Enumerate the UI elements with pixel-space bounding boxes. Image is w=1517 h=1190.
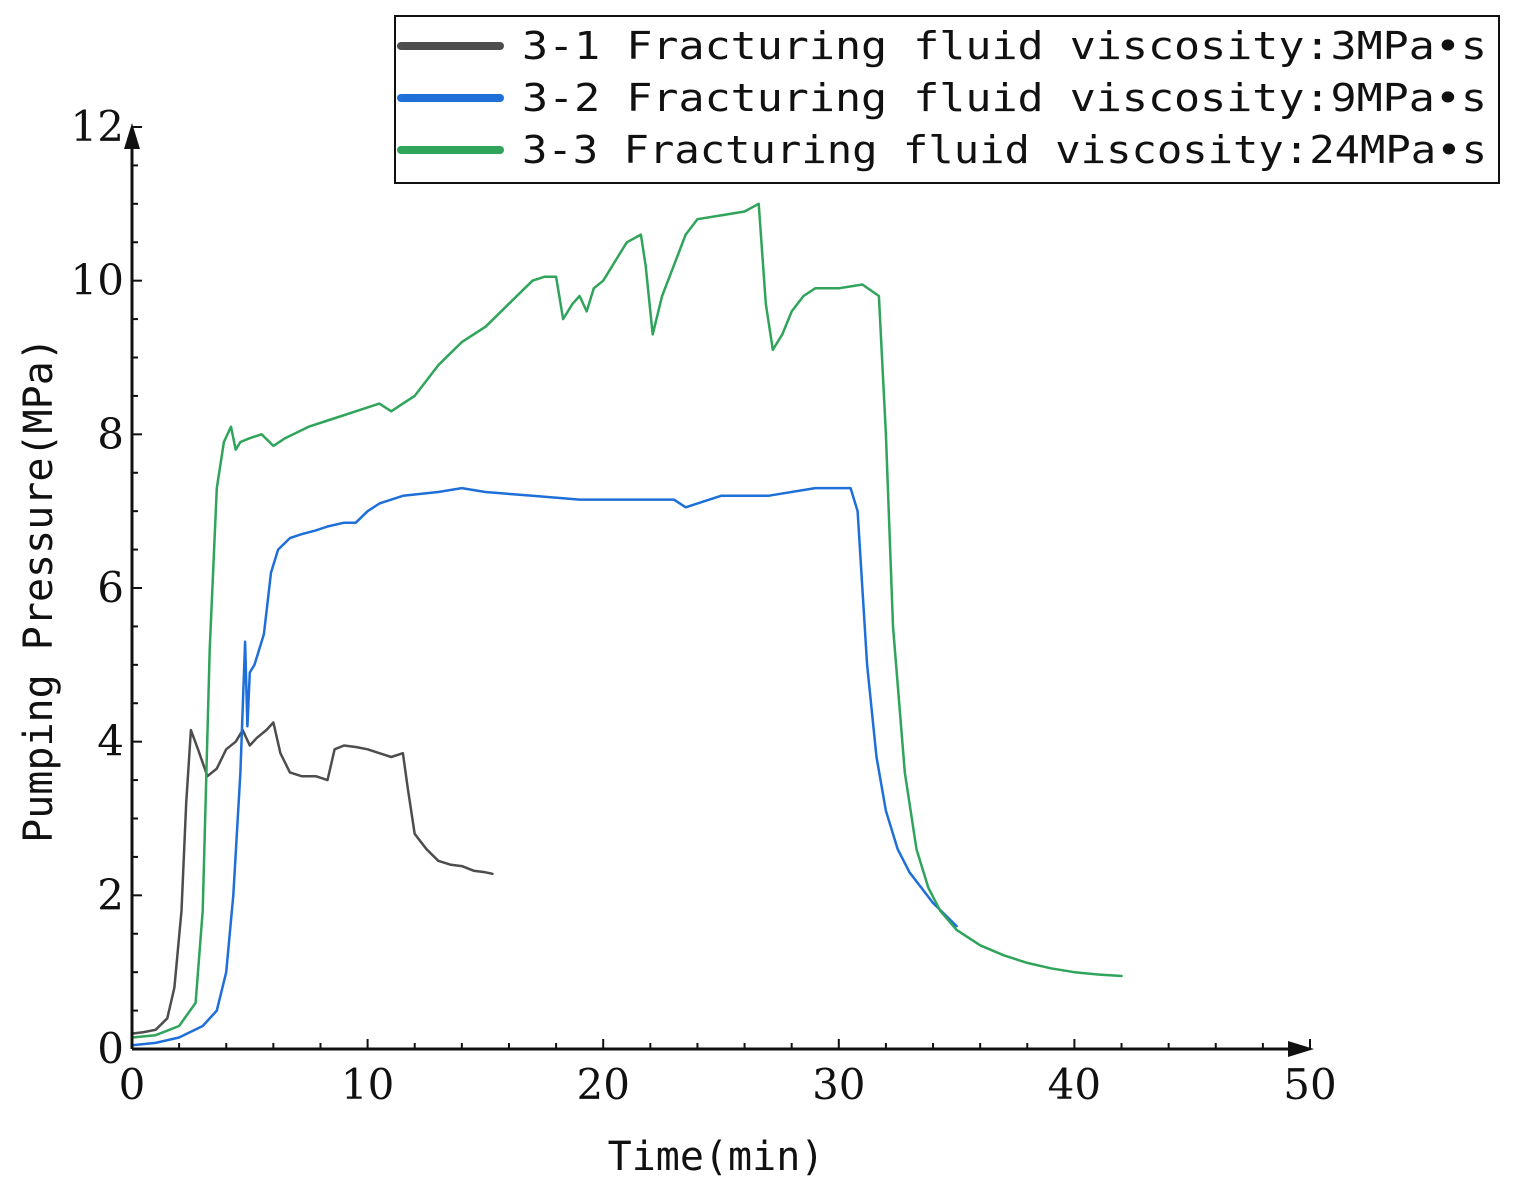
series-line-1 [130, 721, 494, 1035]
legend-label-3: 3-3 Fracturing fluid viscosity:24MPa•s [522, 128, 1487, 172]
ticks: 0 10 20 30 40 50 0 2 4 6 8 10 12 [71, 102, 1337, 1109]
y-axis-arrow-icon [124, 123, 140, 149]
axes [124, 123, 1314, 1057]
series-line-3 [130, 202, 1123, 1039]
series-line-2 [130, 486, 958, 1047]
x-tick-label: 50 [1283, 1060, 1336, 1109]
x-tick-label: 40 [1048, 1060, 1101, 1109]
y-tick-label: 10 [71, 256, 124, 305]
x-tick-label: 30 [812, 1060, 865, 1109]
legend-box [394, 15, 1500, 184]
y-tick-label: 4 [97, 717, 124, 766]
x-axis-title: Time(min) [608, 1134, 825, 1180]
legend-label-2: 3-2 Fracturing fluid viscosity:9MPa•s [522, 76, 1487, 120]
x-axis-arrow-icon [1288, 1041, 1314, 1057]
y-tick-label: 6 [97, 563, 124, 612]
series-layer [130, 202, 1123, 1047]
legend: 3-1 Fracturing fluid viscosity:3MPa•s 3-2… [394, 15, 1500, 184]
y-tick-label: 2 [97, 870, 124, 919]
y-tick-label: 8 [97, 409, 124, 458]
y-tick-label: 12 [71, 102, 124, 151]
y-tick-label: 0 [97, 1024, 124, 1073]
x-tick-label: 10 [341, 1060, 394, 1109]
y-axis-title: Pumping Pressure(MPa) [16, 337, 62, 843]
x-tick-label: 20 [576, 1060, 629, 1109]
x-tick-label: 0 [119, 1060, 146, 1109]
legend-label-1: 3-1 Fracturing fluid viscosity:3MPa•s [522, 24, 1487, 68]
